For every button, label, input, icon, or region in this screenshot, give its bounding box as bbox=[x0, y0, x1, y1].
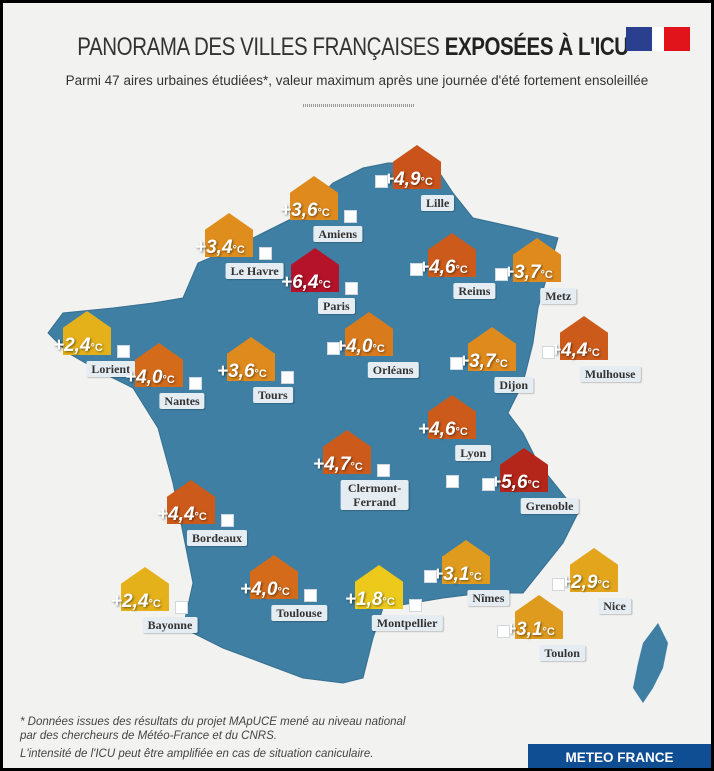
footnote-line-1: * Données issues des résultats du projet… bbox=[20, 716, 406, 728]
city-location-icon bbox=[377, 464, 390, 477]
city-name: Toulon bbox=[539, 645, 585, 661]
city-name: Clermont-Ferrand bbox=[340, 480, 409, 510]
city-location-icon bbox=[424, 570, 437, 583]
city-location-icon bbox=[304, 589, 317, 602]
temperature-value: +4,7°C bbox=[313, 454, 363, 475]
city-name: Lorient bbox=[86, 361, 136, 377]
footnote-line-3: L'intensité de l'ICU peut être amplifiée… bbox=[20, 748, 374, 760]
city-location-icon bbox=[409, 599, 422, 612]
temperature-value: +4,9°C bbox=[383, 169, 433, 190]
temperature-value: +3,6°C bbox=[280, 200, 330, 221]
city-name: Lille bbox=[420, 195, 455, 211]
divider bbox=[303, 104, 415, 107]
republique-francaise-logo-icon bbox=[626, 27, 690, 51]
city-name: Tours bbox=[253, 387, 293, 403]
city-location-icon bbox=[117, 345, 130, 358]
temperature-value: +2,4°C bbox=[111, 591, 161, 612]
city-name: Nice bbox=[598, 598, 631, 614]
title-light: PANORAMA DES VILLES FRANÇAISES bbox=[77, 33, 445, 61]
temperature-value: +4,0°C bbox=[240, 579, 290, 600]
temperature-value: +5,6°C bbox=[490, 472, 540, 493]
city-location-icon bbox=[542, 346, 555, 359]
temperature-value: +4,0°C bbox=[335, 336, 385, 357]
city-location-icon bbox=[446, 475, 459, 488]
city-location-icon bbox=[344, 210, 357, 223]
city-location-icon bbox=[450, 357, 463, 370]
city-name: Mulhouse bbox=[579, 366, 641, 382]
temperature-value: +3,7°C bbox=[458, 351, 508, 372]
city-name: Nîmes bbox=[467, 590, 510, 606]
subtitle: Parmi 47 aires urbaines étudiées*, valeu… bbox=[65, 73, 649, 88]
temperature-value: +3,7°C bbox=[503, 262, 553, 283]
city-name: Orléans bbox=[367, 362, 419, 378]
city-name: Paris bbox=[317, 298, 355, 314]
city-name: Reims bbox=[453, 283, 496, 299]
city-location-icon bbox=[552, 578, 565, 591]
temperature-value: +3,6°C bbox=[217, 361, 267, 382]
page-title: PANORAMA DES VILLES FRANÇAISES EXPOSÉES … bbox=[66, 33, 640, 62]
temperature-value: +3,1°C bbox=[505, 619, 555, 640]
city-location-icon bbox=[189, 377, 202, 390]
city-location-icon bbox=[375, 175, 388, 188]
city-location-icon bbox=[259, 247, 272, 260]
city-name: Dijon bbox=[494, 377, 534, 393]
city-location-icon bbox=[495, 268, 508, 281]
footnote-line-2: par des chercheurs de Météo-France et du… bbox=[20, 730, 277, 742]
footnote: * Données issues des résultats du projet… bbox=[20, 715, 405, 743]
city-name: Metz bbox=[540, 288, 577, 304]
city-name: Bayonne bbox=[142, 617, 198, 633]
temperature-value: +2,4°C bbox=[53, 335, 103, 356]
temperature-value: +4,6°C bbox=[418, 257, 468, 278]
temperature-value: +2,9°C bbox=[560, 572, 610, 593]
city-location-icon bbox=[175, 601, 188, 614]
city-name: Amiens bbox=[313, 226, 363, 242]
city-name: Montpellier bbox=[371, 615, 443, 631]
france-outline-icon bbox=[47, 162, 668, 703]
city-location-icon bbox=[497, 625, 510, 638]
temperature-value: +4,4°C bbox=[157, 504, 207, 525]
temperature-value: +4,6°C bbox=[418, 419, 468, 440]
city-location-icon bbox=[410, 263, 423, 276]
infographic: PANORAMA DES VILLES FRANÇAISES EXPOSÉES … bbox=[3, 3, 711, 768]
city-name: Toulouse bbox=[271, 605, 327, 621]
france-map: +4,9°C Lille +3,6°C Amiens +3,4°C Le Havre +6,… bbox=[3, 123, 711, 723]
city-location-icon bbox=[221, 514, 234, 527]
temperature-value: +6,4°C bbox=[281, 272, 331, 293]
city-name: Grenoble bbox=[520, 498, 579, 514]
city-name: Nantes bbox=[159, 393, 205, 409]
city-name: Le Havre bbox=[225, 263, 284, 279]
city-name: Lyon bbox=[455, 445, 492, 461]
meteo-france-brand: METEO FRANCE bbox=[528, 744, 711, 768]
temperature-value: +3,4°C bbox=[195, 237, 245, 258]
title-bold: EXPOSÉES À L'ICU bbox=[444, 33, 629, 61]
temperature-value: +3,1°C bbox=[432, 564, 482, 585]
temperature-value: +1,8°C bbox=[345, 589, 395, 610]
temperature-value: +4,4°C bbox=[550, 340, 600, 361]
temperature-value: +4,0°C bbox=[125, 367, 175, 388]
city-location-icon bbox=[281, 371, 294, 384]
city-location-icon bbox=[327, 342, 340, 355]
city-name: Bordeaux bbox=[186, 530, 248, 546]
city-location-icon bbox=[482, 478, 495, 491]
city-location-icon bbox=[345, 282, 358, 295]
